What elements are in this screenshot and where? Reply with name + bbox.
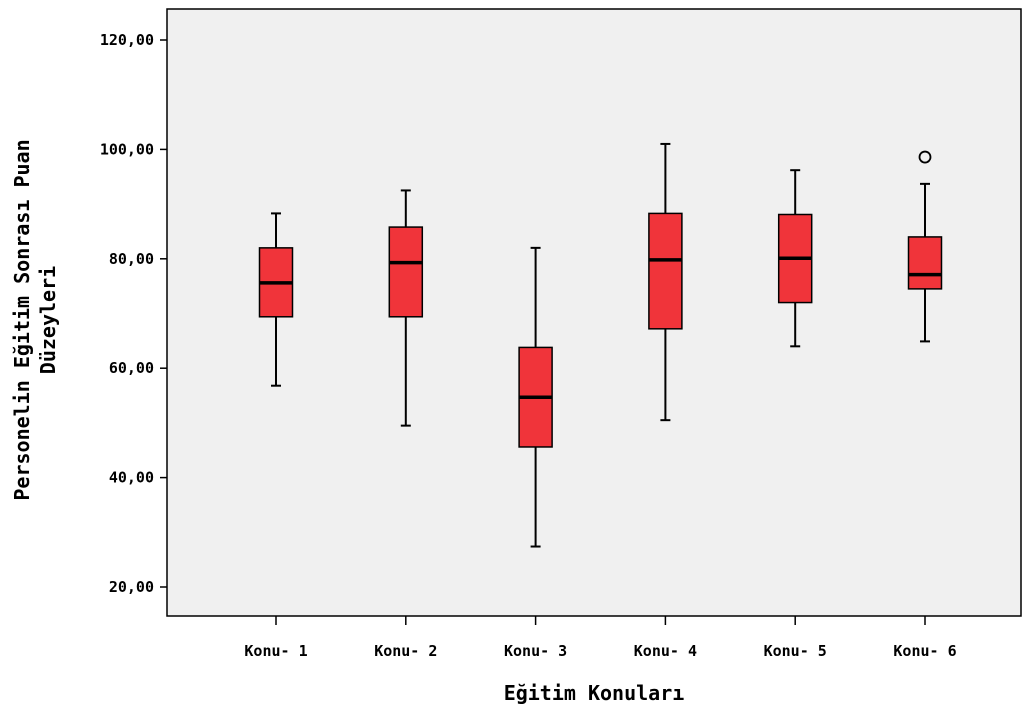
x-tick-label: Konu- 6: [893, 642, 956, 660]
box-group: [648, 142, 683, 422]
x-tick-label: Konu- 5: [764, 642, 827, 660]
iqr-box: [388, 226, 424, 318]
y-tick-label: 120,00: [100, 31, 154, 49]
y-axis-ticks: 20,00 40,00 60,00 80,00 100,00 120,00: [100, 31, 167, 596]
x-tick-label: Konu- 3: [504, 642, 567, 660]
iqr-box: [907, 236, 943, 290]
box-group: [258, 212, 294, 387]
box-group: [907, 150, 943, 343]
iqr-box: [648, 212, 683, 330]
x-axis-ticks: Konu- 1 Konu- 2 Konu- 3 Konu- 4 Konu- 5 Konu-…: [244, 616, 957, 660]
x-tick-label: Konu- 2: [374, 642, 437, 660]
plot-area: [166, 8, 1022, 617]
box-group: [777, 169, 813, 348]
box-group: [388, 189, 424, 427]
y-tick-label: 100,00: [100, 140, 154, 158]
y-tick-label: 40,00: [109, 469, 154, 487]
y-tick-label: 80,00: [109, 250, 154, 268]
y-axis-title-line1: Personelin Eğitim Sonrası Puan: [10, 139, 34, 500]
outlier-point: [918, 150, 932, 164]
y-axis-title-line2: Düzeyleri: [36, 266, 60, 374]
y-tick-label: 60,00: [109, 359, 154, 377]
boxes-layer: [258, 142, 943, 548]
x-tick-label: Konu- 4: [634, 642, 697, 660]
box-group: [518, 246, 553, 548]
x-axis-title: Eğitim Konuları: [504, 681, 685, 705]
x-tick-label: Konu- 1: [244, 642, 307, 660]
y-tick-label: 20,00: [109, 578, 154, 596]
